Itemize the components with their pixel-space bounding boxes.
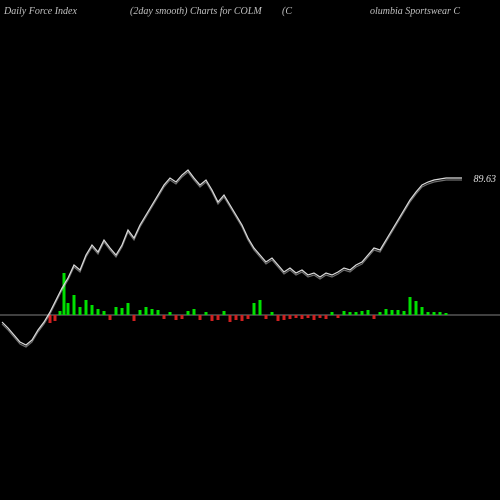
title-right: olumbia Sportswear C (370, 6, 460, 17)
price-label: 89.63 (474, 174, 497, 185)
title-mid: (2day smooth) Charts for COLM (130, 6, 262, 17)
chart-header: Daily Force Index (2day smooth) Charts f… (0, 6, 500, 26)
title-c: (C (282, 6, 292, 17)
force-index-chart (0, 30, 500, 470)
title-left: Daily Force Index (4, 6, 77, 17)
chart-area: 89.63 (0, 30, 500, 470)
